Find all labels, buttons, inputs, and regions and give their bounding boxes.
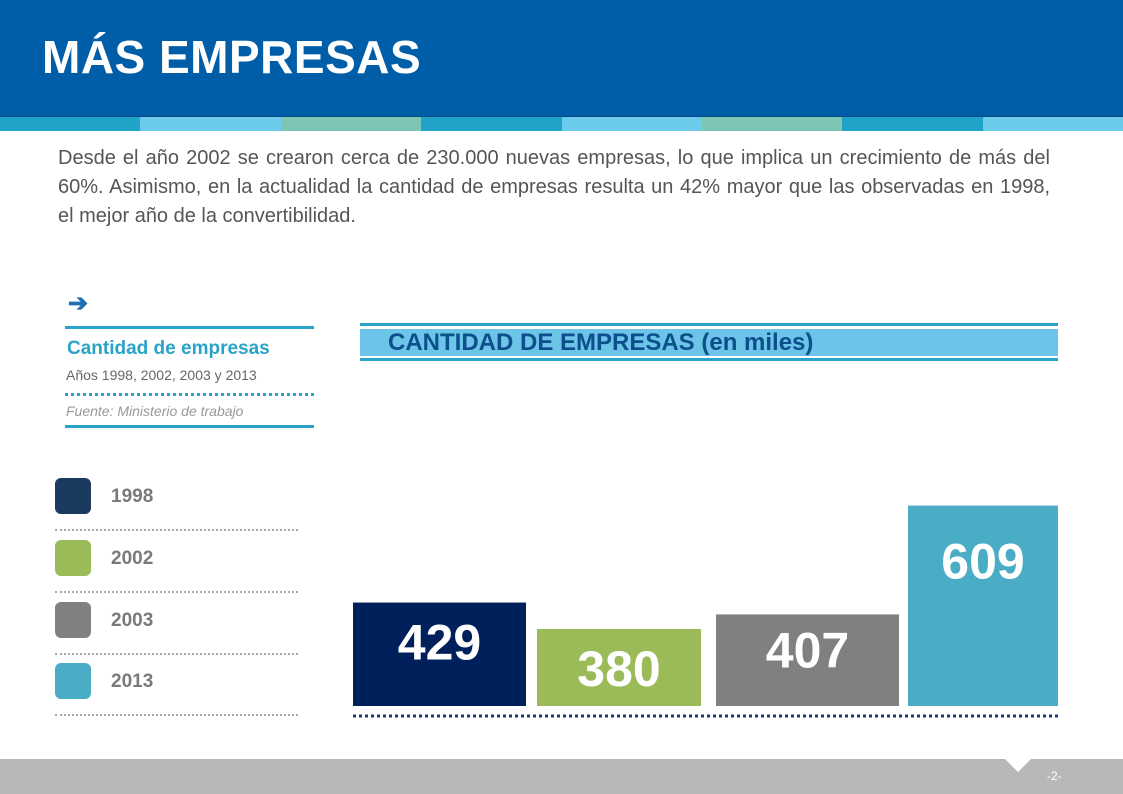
- page-number: -2-: [1047, 769, 1062, 783]
- legend-item-2013: 2013: [55, 663, 300, 716]
- arrow-right-icon: ➔: [68, 290, 89, 317]
- chart-title: CANTIDAD DE EMPRESAS (en miles): [388, 329, 814, 356]
- bar-2002: [537, 628, 701, 706]
- page-title: MÁS EMPRESAS: [42, 31, 422, 83]
- stripe-segment: [842, 117, 983, 131]
- bar-value-label: 429: [398, 615, 481, 671]
- stripe-segment: [701, 117, 843, 131]
- stripe-segment: [421, 117, 562, 131]
- legend-label: 2003: [111, 610, 154, 631]
- legend-swatch: [55, 663, 91, 699]
- intro-paragraph: Desde el año 2002 se crearon cerca de 23…: [58, 147, 1050, 227]
- chart-title-top-rule: [360, 323, 1058, 326]
- legend-label: 2013: [111, 671, 154, 692]
- legend-divider: [55, 529, 298, 531]
- bar-2003: [716, 614, 899, 706]
- sidebar-top-rule: [65, 326, 314, 329]
- stripe-segment: [561, 117, 702, 131]
- legend-item-2003: 2003: [55, 602, 300, 655]
- sidebar-subtitle: Años 1998, 2002, 2003 y 2013: [66, 367, 257, 383]
- bar-value-label: 407: [766, 622, 849, 678]
- legend-swatch: [55, 478, 91, 514]
- legend-swatch: [55, 540, 91, 576]
- legend-divider: [55, 653, 298, 655]
- bar-value-label: 609: [941, 534, 1024, 590]
- chart-title-band: [360, 329, 1058, 356]
- bar-2013: [908, 505, 1058, 706]
- legend-item-2002: 2002: [55, 540, 300, 593]
- footer-notch: [1005, 759, 1031, 772]
- chart-title-bottom-rule: [360, 358, 1058, 361]
- bar-value-label: 380: [577, 641, 660, 697]
- stripe-segment: [140, 117, 281, 131]
- stripe-segment: [982, 117, 1123, 131]
- chart-bars: [353, 505, 1058, 706]
- legend-divider: [55, 714, 298, 716]
- footer-bar: [0, 759, 1123, 794]
- legend-label: 1998: [111, 486, 154, 507]
- sidebar-bottom-rule: [65, 425, 314, 428]
- bar-chart: 429 380 407 609: [353, 505, 1058, 718]
- stripe-segment: [0, 117, 141, 131]
- stripe-segment: [280, 117, 422, 131]
- legend-item-1998: 1998: [55, 478, 300, 531]
- header-bar: MÁS EMPRESAS: [0, 0, 1123, 117]
- sidebar-source: Fuente: Ministerio de trabajo: [66, 403, 244, 419]
- sidebar-title: Cantidad de empresas: [67, 338, 270, 359]
- sidebar-dotted-rule: [65, 393, 314, 396]
- legend-label: 2002: [111, 548, 154, 569]
- color-stripe: [0, 117, 1123, 131]
- chart-data-labels: 429 380 407 609: [398, 534, 1025, 697]
- bar-1998: [353, 602, 526, 706]
- legend-divider: [55, 591, 298, 593]
- legend-swatch: [55, 602, 91, 638]
